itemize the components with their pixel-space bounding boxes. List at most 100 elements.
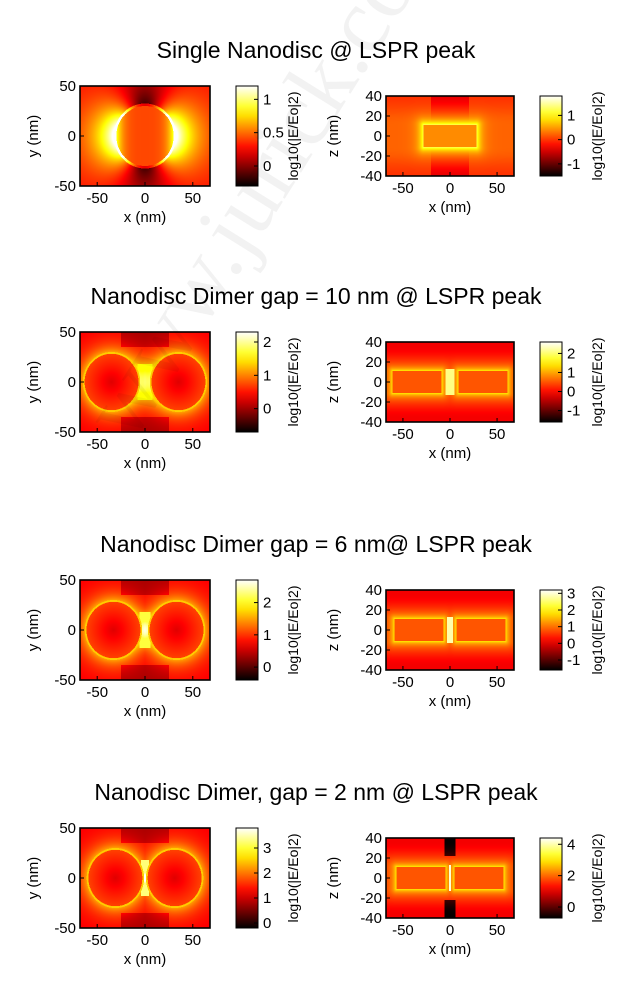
colorbar-tick-label: 0 xyxy=(263,915,271,932)
colorbar-tick-label: 2 xyxy=(263,865,271,882)
colorbar-tick-label: 2 xyxy=(263,595,271,612)
y-tick-label: 50 xyxy=(59,324,76,341)
colorbar-tick-label: 0 xyxy=(263,401,271,418)
heatmap-image xyxy=(80,828,210,928)
y-tick-label: -40 xyxy=(360,910,382,927)
x-tick-label: -50 xyxy=(86,684,108,701)
colorbar-label: log10(|E/Eo|2) xyxy=(285,834,301,923)
y-tick-label: 50 xyxy=(59,572,76,589)
y-tick-label: 20 xyxy=(365,850,382,867)
x-tick-label: 0 xyxy=(446,426,454,443)
x-tick-label: 50 xyxy=(184,684,201,701)
colorbar-label: log10(|E/Eo|2) xyxy=(589,338,605,427)
heatmap-image xyxy=(80,332,210,432)
y-axis-label: z (nm) xyxy=(325,609,342,652)
heatmap-image xyxy=(80,86,210,186)
y-tick-label: -40 xyxy=(360,168,382,185)
heatmap-image xyxy=(386,96,514,176)
colorbar-tick-label: 3 xyxy=(567,585,575,602)
x-tick-label: -50 xyxy=(86,190,108,207)
heatmap-image xyxy=(386,342,514,422)
x-tick-label: 0 xyxy=(446,180,454,197)
colorbar-tick-label: 1 xyxy=(263,91,271,108)
heatmap-panel-xy: -50 0 50 -50 0 50 x (nm) y (nm) 0 1 2 3 log10(|E/Eo|… xyxy=(25,820,301,968)
x-tick-label: 0 xyxy=(141,436,149,453)
x-tick-label: 0 xyxy=(446,674,454,691)
y-tick-label: -20 xyxy=(360,890,382,907)
x-tick-label: -50 xyxy=(392,426,414,443)
colorbar-label: log10(|E/Eo|2) xyxy=(589,92,605,181)
colorbar-tick-label: 4 xyxy=(567,836,575,853)
x-tick-label: -50 xyxy=(392,674,414,691)
colorbar-tick-label: 0 xyxy=(263,158,271,175)
x-tick-label: 50 xyxy=(489,674,506,691)
heatmap-image xyxy=(386,838,514,918)
heatmap-panel-xz: -50 0 50 -40 -20 0 20 40 x (nm) z (nm) 0 2 4 log10(|E… xyxy=(325,830,605,958)
colorbar-tick-label: 0.5 xyxy=(263,125,284,142)
x-axis-label: x (nm) xyxy=(429,199,472,216)
colorbar-tick-label: 1 xyxy=(567,619,575,636)
y-axis-label: y (nm) xyxy=(25,609,42,652)
colorbar xyxy=(539,837,563,919)
colorbar-tick-label: 1 xyxy=(263,627,271,644)
chart-section: Nanodisc Dimer gap = 6 nm@ LSPR peak -50 0… xyxy=(0,494,632,739)
colorbar-label: log10(|E/Eo|2) xyxy=(285,338,301,427)
y-tick-label: 50 xyxy=(59,820,76,837)
colorbar-tick-label: -1 xyxy=(567,403,580,420)
colorbar xyxy=(235,331,259,433)
x-tick-label: -50 xyxy=(392,922,414,939)
y-tick-label: 0 xyxy=(374,870,382,887)
y-tick-label: 0 xyxy=(68,870,76,887)
x-tick-label: 50 xyxy=(184,436,201,453)
y-axis-label: y (nm) xyxy=(25,115,42,158)
colorbar-label: log10(|E/Eo|2) xyxy=(285,92,301,181)
colorbar-tick-label: 0 xyxy=(567,384,575,401)
y-tick-label: -40 xyxy=(360,414,382,431)
section-title: Single Nanodisc @ LSPR peak xyxy=(156,37,476,63)
colorbar-tick-label: 2 xyxy=(567,602,575,619)
y-tick-label: 40 xyxy=(365,88,382,105)
x-tick-label: -50 xyxy=(392,180,414,197)
x-tick-label: 0 xyxy=(446,922,454,939)
heatmap-panel-xz: -50 0 50 -40 -20 0 20 40 x (nm) z (nm) -1 0 1 log10(|… xyxy=(325,88,605,216)
heatmap-panel-xy: -50 0 50 -50 0 50 x (nm) y (nm) 0 1 2 log10(|E/Eo|2… xyxy=(25,324,301,472)
y-axis-label: z (nm) xyxy=(325,857,342,900)
y-tick-label: 20 xyxy=(365,108,382,125)
colorbar-tick-label: 2 xyxy=(567,345,575,362)
colorbar-tick-label: 2 xyxy=(567,868,575,885)
y-axis-label: z (nm) xyxy=(325,115,342,158)
y-axis-label: y (nm) xyxy=(25,361,42,404)
colorbar-tick-label: 1 xyxy=(567,107,575,124)
y-tick-label: 0 xyxy=(68,374,76,391)
x-tick-label: -50 xyxy=(86,932,108,949)
colorbar-label: log10(|E/Eo|2) xyxy=(589,834,605,923)
x-axis-label: x (nm) xyxy=(124,209,167,226)
colorbar-label: log10(|E/Eo|2) xyxy=(589,586,605,675)
x-tick-label: 50 xyxy=(184,932,201,949)
x-axis-label: x (nm) xyxy=(429,693,472,710)
x-axis-label: x (nm) xyxy=(124,951,167,968)
heatmap-panel-xy: -50 0 50 -50 0 50 x (nm) y (nm) 0 1 2 log10(|E/Eo|2… xyxy=(25,572,301,720)
y-tick-label: -50 xyxy=(54,672,76,689)
colorbar-tick-label: 1 xyxy=(567,364,575,381)
x-tick-label: 50 xyxy=(489,180,506,197)
colorbar xyxy=(235,579,259,681)
y-tick-label: 0 xyxy=(68,622,76,639)
y-tick-label: 40 xyxy=(365,582,382,599)
heatmap-image xyxy=(386,590,514,670)
colorbar-tick-label: 3 xyxy=(263,840,271,857)
colorbar-tick-label: 0 xyxy=(263,659,271,676)
y-tick-label: -20 xyxy=(360,394,382,411)
section-title: Nanodisc Dimer gap = 10 nm @ LSPR peak xyxy=(90,283,542,309)
y-tick-label: -20 xyxy=(360,642,382,659)
heatmap-image xyxy=(80,580,210,680)
y-tick-label: 0 xyxy=(374,128,382,145)
y-tick-label: 40 xyxy=(365,334,382,351)
section-title: Nanodisc Dimer gap = 6 nm@ LSPR peak xyxy=(100,531,532,557)
colorbar-tick-label: 0 xyxy=(567,899,575,916)
colorbar-tick-label: 0 xyxy=(567,635,575,652)
colorbar xyxy=(235,85,259,187)
colorbar xyxy=(235,827,259,929)
x-axis-label: x (nm) xyxy=(429,941,472,958)
x-tick-label: -50 xyxy=(86,436,108,453)
